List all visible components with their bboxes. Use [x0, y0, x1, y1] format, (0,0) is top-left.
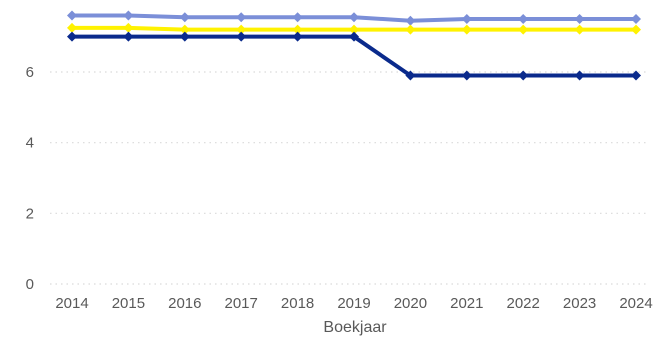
data-point-marker: [574, 24, 585, 35]
data-point-marker: [292, 12, 303, 23]
series-3: [67, 31, 641, 81]
data-point-marker: [631, 70, 641, 81]
data-point-marker: [292, 24, 303, 35]
data-point-marker: [574, 70, 585, 81]
gridlines: [50, 71, 648, 285]
series-line: [72, 34, 636, 78]
data-point-marker: [123, 10, 134, 21]
data-point-marker: [518, 24, 529, 35]
y-axis-ticks: 0 2 4 6: [26, 64, 34, 293]
y-tick-label: 6: [26, 64, 34, 81]
series-group: [67, 10, 641, 81]
data-point-marker: [179, 31, 190, 42]
x-tick-label: 2023: [563, 295, 596, 312]
data-point-marker: [179, 12, 190, 23]
data-point-marker: [518, 70, 529, 81]
series-1: [67, 10, 641, 26]
data-point-marker: [67, 31, 77, 42]
y-tick-label: 4: [26, 135, 34, 152]
data-point-marker: [123, 31, 134, 42]
y-tick-label: 2: [26, 205, 34, 222]
x-tick-label: 2020: [394, 295, 427, 312]
data-point-marker: [349, 24, 359, 35]
x-tick-label: 2018: [281, 295, 314, 312]
data-point-marker: [292, 31, 303, 42]
data-point-marker: [236, 24, 247, 35]
data-point-marker: [574, 14, 585, 24]
data-point-marker: [236, 12, 247, 23]
data-point-marker: [67, 22, 77, 33]
data-point-marker: [405, 70, 416, 81]
data-point-marker: [631, 14, 641, 24]
data-point-marker: [405, 24, 416, 35]
x-tick-label: 2017: [225, 295, 258, 312]
x-tick-label: 2019: [337, 295, 370, 312]
data-point-marker: [461, 14, 472, 24]
x-tick-label: 2014: [55, 295, 88, 312]
data-point-marker: [461, 70, 472, 81]
data-point-marker: [67, 10, 77, 21]
x-tick-label: 2024: [619, 295, 652, 312]
data-point-marker: [349, 31, 359, 42]
x-tick-label: 2021: [450, 295, 483, 312]
x-tick-label: 2016: [168, 295, 201, 312]
x-axis-ticks: 2014 2015 2016 2017 2018 2019 2020 2021 2022 2023…: [55, 295, 652, 312]
data-point-marker: [405, 15, 416, 26]
x-tick-label: 2015: [112, 295, 145, 312]
data-point-marker: [179, 24, 190, 35]
data-point-marker: [236, 31, 247, 42]
x-tick-label: 2022: [507, 295, 540, 312]
data-point-marker: [461, 24, 472, 35]
data-point-marker: [518, 14, 529, 24]
data-point-marker: [631, 24, 641, 35]
data-point-marker: [123, 22, 134, 33]
series-2: [67, 22, 641, 35]
x-axis-title: Boekjaar: [323, 319, 387, 336]
y-tick-label: 0: [26, 276, 34, 293]
data-point-marker: [349, 12, 359, 23]
